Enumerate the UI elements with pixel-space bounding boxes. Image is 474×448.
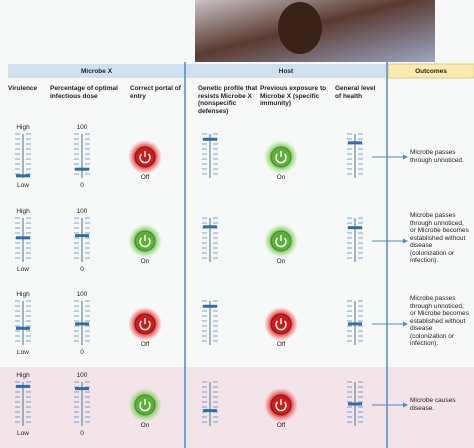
portal-state: On — [140, 422, 150, 429]
column-header: Percentage of optimal infectious dose — [50, 85, 118, 100]
highlight-row — [0, 367, 474, 448]
power-icon — [275, 320, 287, 331]
header-host: Host — [278, 68, 294, 75]
virulence-high: High — [16, 291, 30, 298]
outcome: Microbe passes through unnoticed. — [410, 149, 464, 164]
virulence-low: Low — [17, 430, 29, 437]
photo-face — [278, 2, 322, 54]
exposure-state: Off — [276, 341, 286, 348]
slider-knob — [348, 402, 362, 406]
portal-state: Off — [140, 341, 150, 348]
virulence-high: High — [16, 372, 30, 379]
power-icon — [275, 153, 287, 164]
header-bar — [8, 64, 386, 78]
arrowhead — [403, 238, 408, 244]
dose-high: 100 — [76, 372, 88, 379]
outcome: Microbe passes through unnoticed, or Mic… — [410, 295, 469, 347]
header-microbe: Microbe X — [80, 68, 113, 75]
dose-low: 0 — [80, 349, 84, 356]
power-icon — [275, 401, 287, 412]
dose-high: 100 — [76, 291, 88, 298]
outcomes-bar — [387, 63, 474, 79]
power-icon — [275, 237, 287, 248]
dose-low: 0 — [80, 266, 84, 273]
slider-knob — [203, 409, 217, 413]
slider-knob — [203, 225, 217, 229]
slider-knob — [16, 174, 30, 178]
exposure-state: Off — [276, 422, 286, 429]
slider-knob — [203, 137, 217, 141]
power-icon — [139, 320, 151, 331]
slider-knob — [16, 236, 30, 240]
portal-state: On — [140, 258, 150, 265]
dose-low: 0 — [80, 430, 84, 437]
column-header: General level of health — [335, 85, 376, 100]
arrowhead — [403, 154, 408, 160]
slider-knob — [203, 304, 217, 308]
exposure-state: On — [276, 174, 286, 181]
virulence-low: Low — [17, 349, 29, 356]
slider-knob — [348, 226, 362, 230]
outcome: Microbe passes through unnoticed, or Mic… — [410, 212, 469, 264]
dose-high: 100 — [76, 208, 88, 215]
power-icon — [139, 153, 151, 164]
column-header: Virulence — [8, 85, 38, 92]
slider-knob — [75, 167, 89, 171]
column-header: Correct portal of entry — [130, 85, 181, 100]
virulence-low: Low — [17, 182, 29, 189]
dose-high: 100 — [76, 124, 88, 131]
slider-knob — [75, 234, 89, 238]
slider-knob — [348, 141, 362, 145]
column-header: Previous exposure to Microbe X (specific… — [260, 85, 327, 107]
arrowhead — [403, 402, 408, 408]
virulence-low: Low — [17, 266, 29, 273]
slider-knob — [75, 322, 89, 326]
outcome: Microbe causes disease. — [410, 397, 456, 412]
power-icon — [139, 401, 151, 412]
header-outcomes: Outcomes — [415, 68, 447, 75]
slider-knob — [16, 326, 30, 330]
dose-low: 0 — [80, 182, 84, 189]
portal-state: Off — [140, 174, 150, 181]
power-icon — [139, 237, 151, 248]
exposure-state: On — [276, 258, 286, 265]
arrowhead — [403, 321, 408, 327]
virulence-high: High — [16, 124, 30, 131]
slider-knob — [75, 387, 89, 391]
virulence-high: High — [16, 208, 30, 215]
slider-knob — [16, 384, 30, 388]
slider-knob — [348, 322, 362, 326]
column-header: Genetic profile that resists Microbe X (… — [198, 85, 258, 115]
